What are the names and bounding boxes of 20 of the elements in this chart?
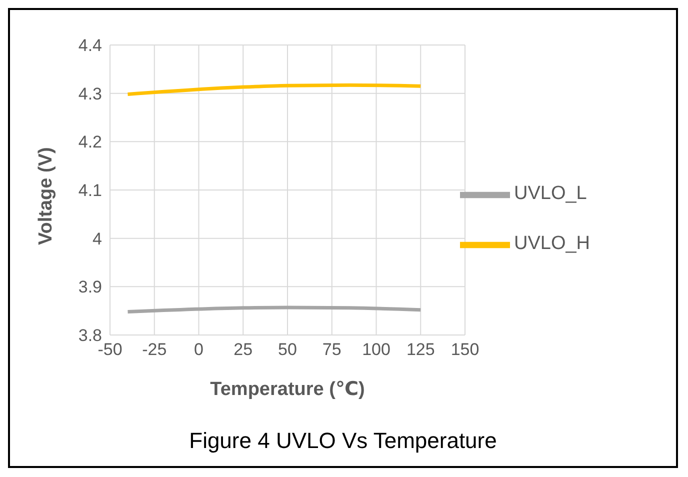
x-tick-label: 150 (450, 340, 480, 360)
x-tick-label: 125 (406, 340, 435, 360)
line-series (126, 83, 422, 96)
x-axis-title: Temperature (℃) (210, 379, 365, 400)
y-tick-label: 4.4 (78, 36, 102, 56)
x-tick-label: 50 (278, 340, 297, 360)
x-tick-label: 100 (362, 340, 390, 360)
y-tick-label: 4.3 (78, 84, 102, 104)
y-axis-title: Voltage (V) (36, 147, 57, 245)
x-tick-label: 25 (234, 340, 253, 360)
x-tick-label: 0 (194, 340, 204, 360)
y-tick-label: 3.9 (78, 278, 102, 297)
y-tick-label: 4.1 (78, 181, 102, 200)
x-tick-label: 75 (322, 340, 342, 360)
x-tick-label: -25 (142, 340, 167, 360)
y-tick-label: 4.2 (78, 132, 102, 152)
legend-label: UVLO_L (514, 183, 587, 204)
y-tick-label: 4 (92, 229, 102, 248)
caption: Figure 4 UVLO Vs Temperature (188, 428, 498, 454)
legend-label: UVLO_H (514, 233, 590, 254)
